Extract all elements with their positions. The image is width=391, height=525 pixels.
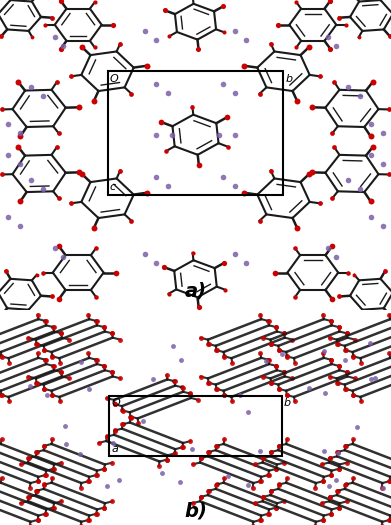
Text: b: b: [285, 75, 292, 85]
Text: a: a: [111, 444, 118, 454]
Bar: [109, 396, 282, 456]
Text: b): b): [184, 502, 207, 521]
Text: a): a): [185, 281, 206, 300]
Text: O: O: [109, 75, 118, 85]
Text: b: b: [283, 398, 291, 408]
Bar: [108, 71, 283, 195]
Text: c: c: [109, 182, 116, 192]
Text: O: O: [111, 398, 120, 408]
